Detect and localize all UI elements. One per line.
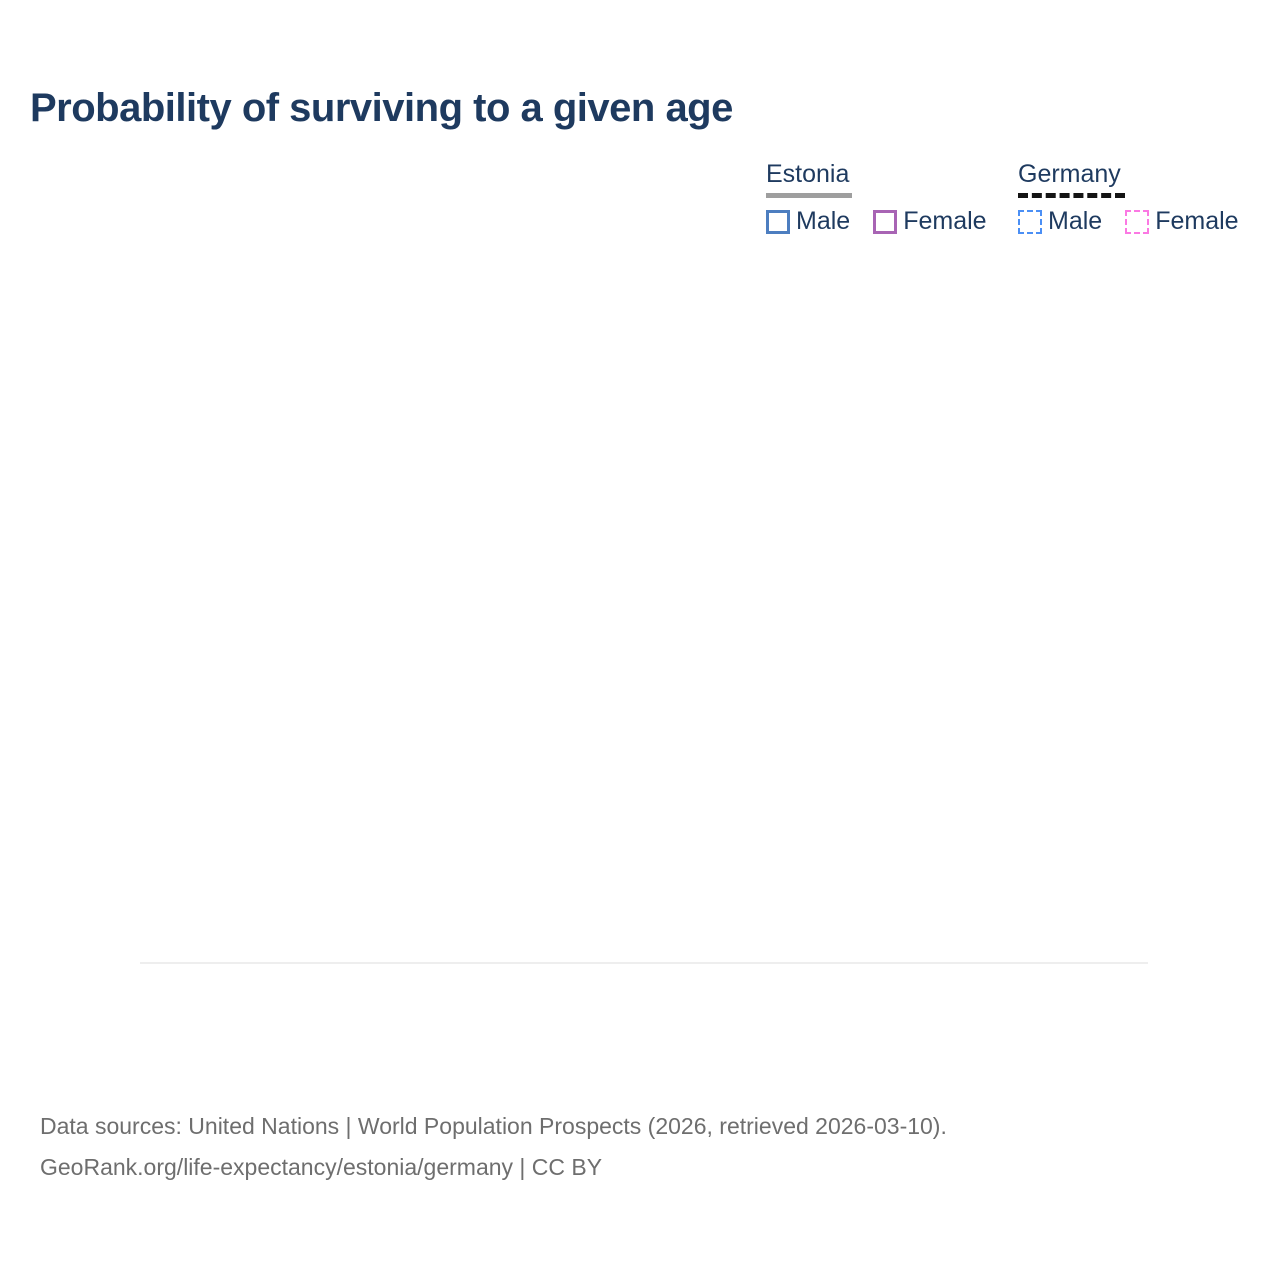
legend-label-germany-male: Male [1048,207,1103,235]
legend-box-0-1[interactable] [873,209,898,234]
legend-items-germany: Male Female [1018,207,1239,236]
legend-item-germany-female[interactable]: Female [1125,207,1239,236]
attribution-line: GeoRank.org/life-expectancy/estonia/germ… [40,1154,603,1180]
legend-box-0-0[interactable] [766,209,790,234]
germany-line-sample [1018,193,1125,198]
legend-item-germany-male[interactable]: Male [1018,207,1102,236]
legend-title-estonia: Estonia [766,160,850,188]
legend-group-germany: Germany Male Female [1018,160,1239,236]
legend-items-estonia: Male Female [766,207,987,236]
estonia-line-sample [766,193,852,198]
data-sources-line: Data sources: United Nations | World Pop… [40,1113,947,1139]
legend-item-estonia-female[interactable]: Female [873,207,987,236]
legend-box-1-0[interactable] [1018,209,1042,234]
legend-box-1-1[interactable] [1125,209,1150,234]
legend-item-estonia-male[interactable]: Male [766,207,850,236]
page-title: Probability of surviving to a given age [30,86,733,130]
survival-probability-chart [140,962,1148,964]
legend-title-germany: Germany [1018,160,1121,188]
footer: Data sources: United Nations | World Pop… [40,1106,947,1188]
legend-label-estonia-female: Female [903,207,987,235]
legend-group-estonia: Estonia Male Female [766,160,987,236]
legend-label-germany-female: Female [1155,207,1239,235]
legend-label-estonia-male: Male [796,207,851,235]
